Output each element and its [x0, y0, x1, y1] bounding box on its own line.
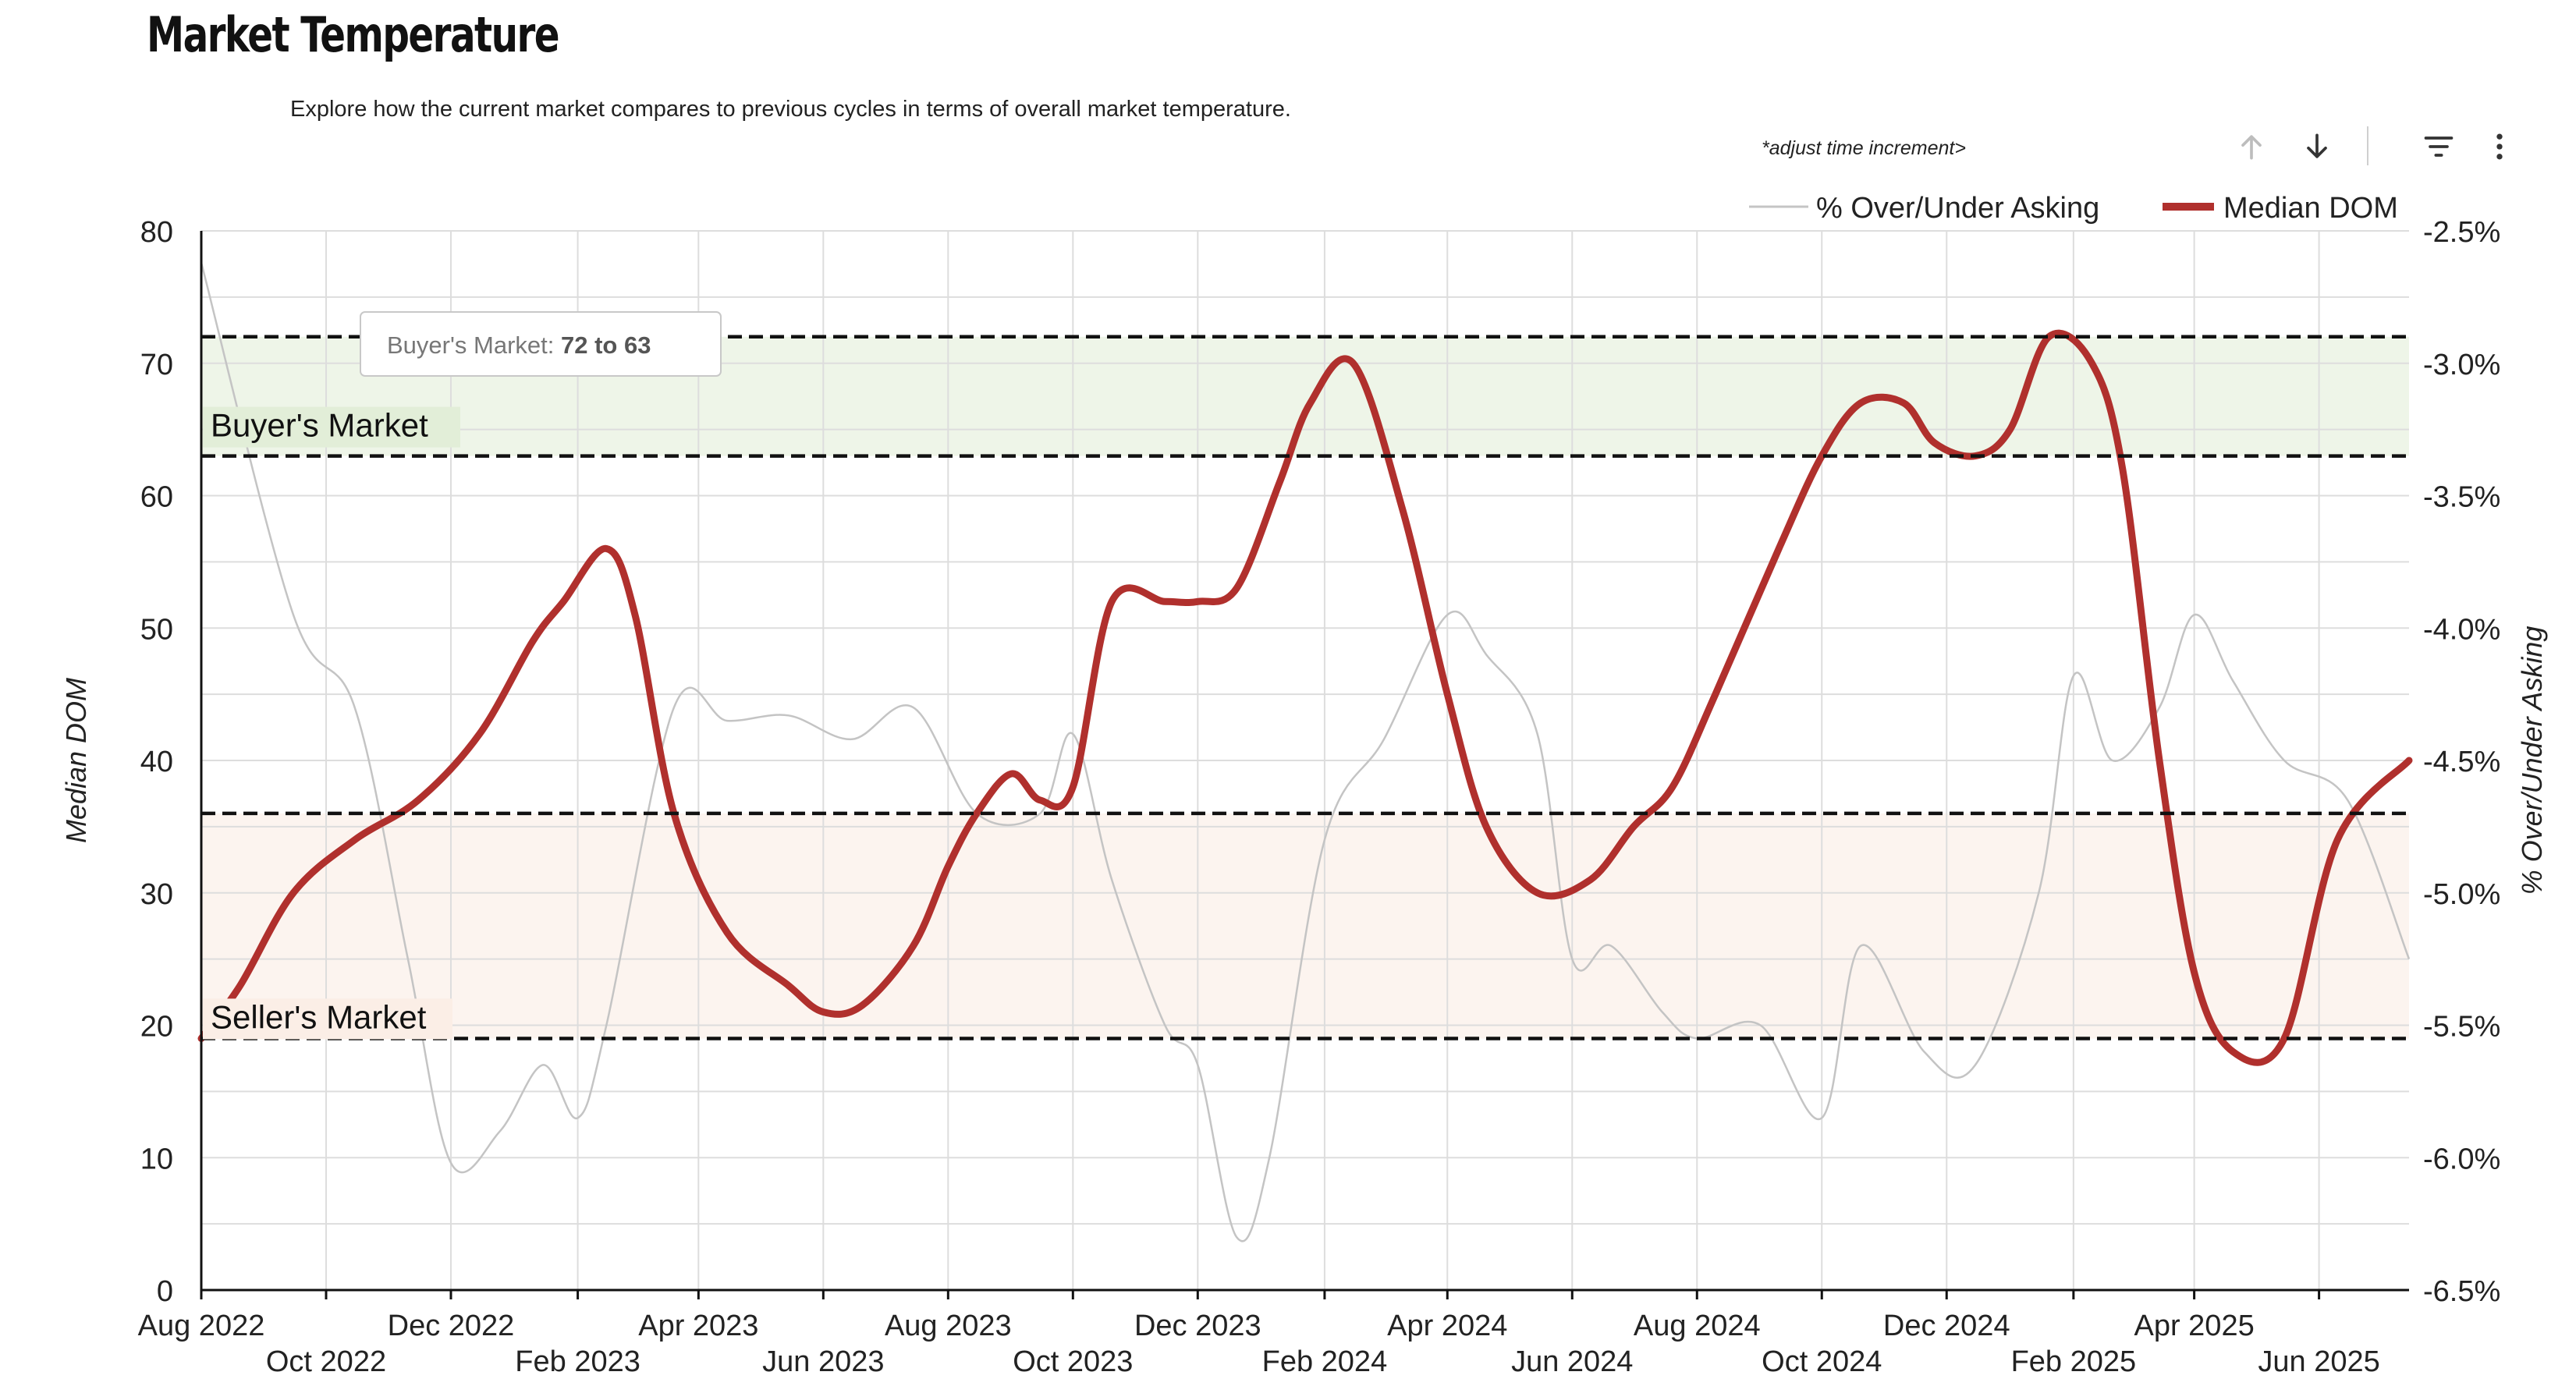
x-tick-label: Aug 2022: [138, 1310, 265, 1342]
legend-label-median-dom: Median DOM: [2223, 192, 2398, 225]
x-tick-label: Oct 2023: [1013, 1345, 1133, 1378]
y-right-tick-label: -5.5%: [2423, 1011, 2500, 1044]
toolbar-divider: [2367, 126, 2368, 165]
x-tick-label: Apr 2024: [1387, 1310, 1507, 1342]
page-title: Market Temperature: [147, 6, 560, 63]
tooltip-text: Buyer's Market: 72 to 63: [387, 331, 651, 359]
x-tick-label: Feb 2023: [515, 1345, 640, 1378]
x-tick-label: Jun 2025: [2258, 1345, 2379, 1378]
band-area: [201, 813, 2409, 1039]
y-right-tick-label: -6.5%: [2423, 1275, 2500, 1308]
y-axis-left-title: Median DOM: [60, 678, 92, 843]
series-line-over-under-asking: [200, 262, 2411, 1242]
x-tick-label: Dec 2022: [388, 1310, 515, 1342]
series-line-median-dom: [197, 329, 2413, 1066]
arrow-up-icon[interactable]: [2230, 125, 2273, 168]
page-subtitle: Explore how the current market compares …: [290, 97, 1291, 122]
x-tick-label: Jun 2024: [1511, 1345, 1633, 1378]
y-axis-right-title: % Over/Under Asking: [2516, 626, 2548, 895]
y-right-tick-label: -5.0%: [2423, 878, 2500, 911]
x-tick-label: Oct 2024: [1762, 1345, 1882, 1378]
adjust-time-increment-link[interactable]: *adjust time increment>: [1762, 137, 1966, 159]
y-right-tick-label: -3.0%: [2423, 349, 2500, 381]
y-left-tick-label: 30: [140, 878, 173, 911]
y-right-tick-label: -4.0%: [2423, 613, 2500, 646]
x-tick-label: Aug 2023: [885, 1310, 1012, 1342]
y-left-tick-label: 50: [140, 613, 173, 646]
buyers-market-label-bg: [203, 406, 460, 448]
arrow-down-icon[interactable]: [2295, 125, 2339, 168]
tooltip-prefix: Buyer's Market:: [387, 331, 561, 359]
y-right-tick-label: -4.5%: [2423, 746, 2500, 778]
x-tick-label: Jun 2023: [762, 1345, 884, 1378]
y-right-tick-label: -3.5%: [2423, 481, 2500, 514]
y-left-tick-label: 20: [140, 1011, 173, 1044]
tooltip-box: [360, 311, 722, 377]
y-left-tick-label: 80: [140, 216, 173, 249]
y-left-tick-label: 70: [140, 349, 173, 381]
y-left-tick-label: 0: [157, 1275, 173, 1308]
y-right-tick-label: -6.0%: [2423, 1143, 2500, 1175]
sellers-market-label-bg: [203, 998, 452, 1040]
y-left-tick-label: 10: [140, 1143, 173, 1175]
x-tick-label: Aug 2024: [1634, 1310, 1761, 1342]
y-left-tick-label: 40: [140, 746, 173, 778]
more-vertical-icon[interactable]: [2478, 125, 2521, 168]
filter-icon[interactable]: [2417, 125, 2461, 168]
tooltip-value: 72 to 63: [561, 331, 651, 359]
x-tick-label: Dec 2023: [1134, 1310, 1261, 1342]
y-left-tick-label: 60: [140, 481, 173, 514]
sellers-market-label: Seller's Market: [211, 998, 427, 1035]
y-right-tick-label: -2.5%: [2423, 216, 2500, 249]
x-tick-label: Oct 2022: [266, 1345, 386, 1378]
x-tick-label: Apr 2025: [2134, 1310, 2254, 1342]
legend-label-over-under-asking: % Over/Under Asking: [1816, 192, 2099, 225]
x-tick-label: Feb 2025: [2011, 1345, 2137, 1378]
x-tick-label: Apr 2023: [638, 1310, 758, 1342]
x-tick-label: Dec 2024: [1883, 1310, 2010, 1342]
x-tick-label: Feb 2024: [1262, 1345, 1388, 1378]
buyers-market-label: Buyer's Market: [211, 407, 428, 444]
